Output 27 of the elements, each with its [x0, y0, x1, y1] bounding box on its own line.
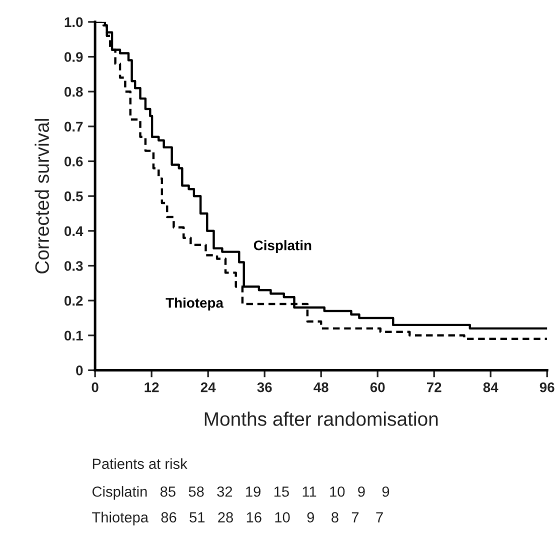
series-label: Thiotepa	[166, 298, 224, 311]
x-tick-label: 24	[200, 382, 216, 392]
x-tick-label: 84	[483, 382, 498, 392]
y-tick-label: 0.7	[64, 122, 83, 132]
text: Thiotepa 86 51 28 16 10 9 8 7 7	[92, 512, 383, 526]
x-tick-label: 12	[144, 382, 159, 392]
series-label: Cisplatin	[254, 240, 312, 254]
y-tick-label: 0.8	[64, 86, 83, 97]
y-tick-label: 0.3	[64, 261, 83, 271]
x-tick-label: 96	[540, 382, 554, 392]
y-tick-label: 0.6	[64, 156, 83, 166]
x-tick-label: 72	[426, 382, 442, 392]
y-axis-title: Corrected survival	[34, 119, 50, 274]
y-tick-label: 0.2	[64, 296, 83, 306]
x-tick-label: 36	[257, 382, 272, 392]
x-tick-label: 60	[370, 382, 385, 392]
y-tick-label: 0.4	[64, 226, 84, 236]
x-tick-label: 0	[92, 382, 98, 392]
text: Cisplatin 85 58 32 19 15 11 10 9 9	[92, 486, 390, 500]
y-tick-label: 0.9	[64, 52, 83, 62]
y-tick-label: 0	[76, 366, 83, 376]
x-tick-label: 48	[314, 382, 328, 392]
y-tick-label: 0.1	[64, 330, 83, 341]
x-axis-title: Months after randomisation	[204, 412, 438, 426]
y-tick-label: 1.0	[64, 17, 83, 28]
y-tick-label: 0.5	[64, 191, 83, 202]
text: Patients at risk	[92, 458, 188, 469]
